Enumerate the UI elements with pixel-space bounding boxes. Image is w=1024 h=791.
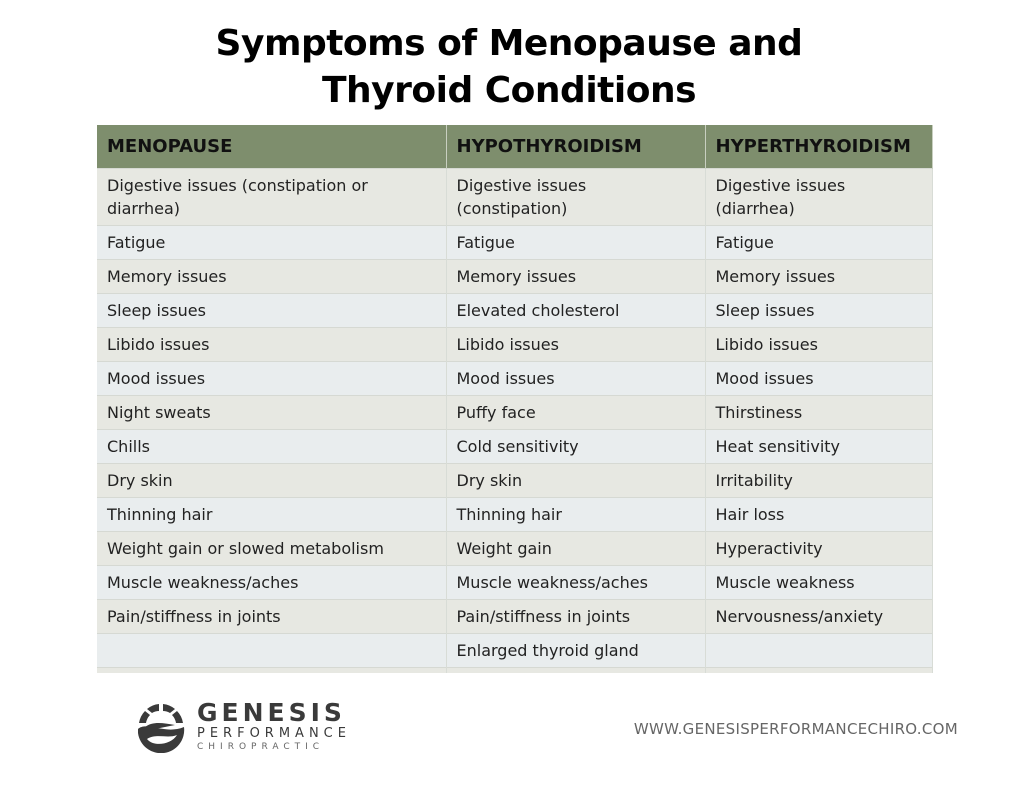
table-row: Dry skin Dry skin Irritability	[97, 462, 933, 497]
table-cell: Digestive issues (constipation or diarrh…	[97, 167, 447, 225]
table-cell: Chills	[97, 428, 447, 463]
table-row: Pain/stiffness in joints Pain/stiffness i…	[97, 598, 933, 633]
table-row: Fatigue Fatigue Fatigue	[97, 224, 933, 259]
table-row: Libido issues Libido issues Libido issues	[97, 326, 933, 361]
column-header: HYPERTHYROIDISM	[705, 125, 933, 168]
table-cell: Memory issues	[705, 258, 933, 293]
column-header: MENOPAUSE	[97, 125, 447, 168]
table-cell: Thinning hair	[97, 496, 447, 531]
table-row: Muscle weakness/aches Muscle weakness/ach…	[97, 564, 933, 599]
table-cell	[705, 632, 933, 667]
symptoms-table: MENOPAUSE HYPOTHYROIDISM HYPERTHYROIDISM D…	[97, 125, 933, 673]
table-row: Night sweats Puffy face Thirstiness	[97, 394, 933, 429]
table-cell: Memory issues	[97, 258, 447, 293]
table-cell: Muscle weakness/aches	[97, 564, 447, 599]
table-cell: Libido issues	[705, 326, 933, 361]
table-cell: Puffy face	[446, 394, 706, 429]
table-cell: Dry skin	[446, 462, 706, 497]
table-cell: Fatigue	[705, 224, 933, 259]
column-header: HYPOTHYROIDISM	[446, 125, 706, 168]
website-url: WWW.GENESISPERFORMANCECHIRO.COM	[633, 720, 958, 738]
table-cell: Digestive issues (constipation)	[446, 167, 706, 225]
table-cell: Nervousness/anxiety	[705, 598, 933, 633]
table-cell	[97, 632, 447, 667]
table-cell: Fatigue	[446, 224, 706, 259]
table-cell: Weight gain or slowed metabolism	[97, 530, 447, 565]
table-cell: Libido issues	[446, 326, 706, 361]
table-cell: Hyperactivity	[705, 530, 933, 565]
table-cell: Dry skin	[97, 462, 447, 497]
logo-icon	[138, 703, 185, 753]
table-row: Mood issues Mood issues Mood issues	[97, 360, 933, 395]
table-row: Chills Cold sensitivity Heat sensitivity	[97, 428, 933, 463]
genesis-logo: GENESIS PERFORMANCE CHIROPRACTIC	[135, 700, 351, 753]
table-cell: Sleep issues	[97, 292, 447, 327]
table-cell: Thinning hair	[446, 496, 706, 531]
table-cell: Memory issues	[446, 258, 706, 293]
table-row: Digestive issues (constipation or diarrh…	[97, 167, 933, 225]
table-cell: Mood issues	[705, 360, 933, 395]
table-cell: Enlarged thyroid gland	[446, 632, 706, 667]
table-cell: Sleep issues	[705, 292, 933, 327]
table-cell: Elevated cholesterol	[446, 292, 706, 327]
table-cell: Mood issues	[446, 360, 706, 395]
table-cell: Pain/stiffness in joints	[97, 598, 447, 633]
table-cell: Fatigue	[97, 224, 447, 259]
table-cell: Libido issues	[97, 326, 447, 361]
table-row: Weight gain or slowed metabolism Weight g…	[97, 530, 933, 565]
table-row: Sleep issues Elevated cholesterol Sleep is…	[97, 292, 933, 327]
logo-tagline: CHIROPRACTIC	[197, 742, 325, 752]
table-row: Memory issues Memory issues Memory issues	[97, 258, 933, 293]
table-row: Thinning hair Thinning hair Hair loss	[97, 496, 933, 531]
page-title: Symptoms of Menopause and Thyroid Conditi…	[215, 23, 803, 111]
table-cell: Muscle weakness	[705, 564, 933, 599]
table-cell: Mood issues	[97, 360, 447, 395]
logo-name: GENESIS	[197, 698, 346, 727]
table-cell: Cold sensitivity	[446, 428, 706, 463]
logo-subtitle: PERFORMANCE	[197, 726, 351, 741]
table-cell: Muscle weakness/aches	[446, 564, 706, 599]
table-cell: Pain/stiffness in joints	[446, 598, 706, 633]
table-end-strip	[97, 666, 933, 673]
table-cell: Night sweats	[97, 394, 447, 429]
table-cell: Weight gain	[446, 530, 706, 565]
table-cell: Thirstiness	[705, 394, 933, 429]
table-cell: Digestive issues (diarrhea)	[705, 167, 933, 225]
table-cell: Irritability	[705, 462, 933, 497]
table-row: Enlarged thyroid gland	[97, 632, 933, 667]
table-cell: Hair loss	[705, 496, 933, 531]
table-cell: Heat sensitivity	[705, 428, 933, 463]
